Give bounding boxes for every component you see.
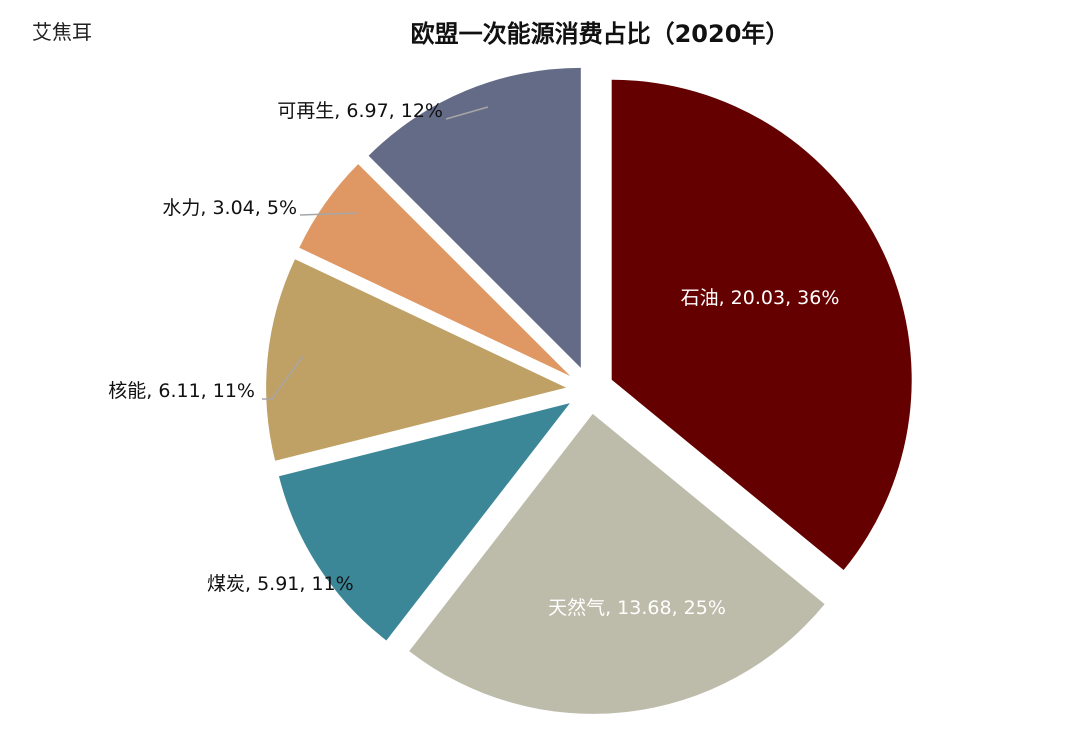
slice-label-1: 石油, 20.03, 36% (681, 287, 840, 309)
slice-label-5: 水力, 3.04, 5% (162, 197, 297, 219)
watermark-text: 艾焦耳 (32, 20, 92, 44)
slice-label-3: 煤炭, 5.91, 11% (207, 573, 354, 595)
pie-slice-3 (278, 403, 570, 641)
pie-slice-4 (266, 259, 567, 461)
chart-title: 欧盟一次能源消费占比（2020年） (410, 20, 790, 48)
leader-line-6 (445, 106, 489, 120)
pie-slice-1 (611, 79, 912, 571)
leader-line-5 (299, 212, 358, 216)
slice-label-2: 天然气, 13.68, 25% (548, 597, 726, 619)
pie-slice-2 (409, 413, 825, 714)
pie-slice-6 (368, 67, 581, 368)
pie-slice-5 (299, 164, 571, 377)
leader-line-4 (262, 355, 304, 400)
slice-label-6: 可再生, 6.97, 12% (277, 100, 443, 122)
slice-label-4: 核能, 6.11, 11% (108, 380, 255, 402)
